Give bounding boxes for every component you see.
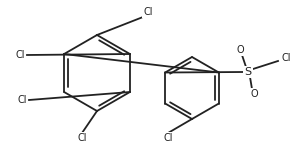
Text: O: O xyxy=(236,45,244,55)
Text: Cl: Cl xyxy=(15,50,25,60)
Text: S: S xyxy=(244,67,252,77)
Text: Cl: Cl xyxy=(17,95,27,105)
Text: Cl: Cl xyxy=(281,53,291,63)
Text: Cl: Cl xyxy=(143,7,153,17)
Text: Cl: Cl xyxy=(163,133,173,143)
Text: O: O xyxy=(250,89,258,99)
Text: Cl: Cl xyxy=(77,133,87,143)
